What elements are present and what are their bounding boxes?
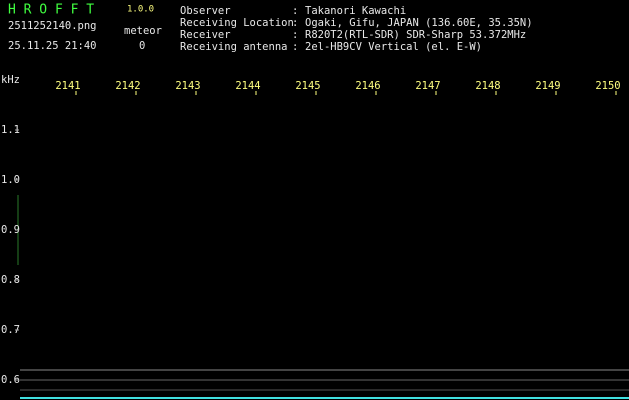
x-tick-label: 2148: [475, 80, 500, 92]
x-tick-label: 2144: [235, 80, 260, 92]
field-label: Receiving Location: [180, 17, 294, 29]
y-tick-label: 0.6: [1, 374, 20, 386]
x-tick-label: 2141: [55, 80, 80, 92]
field-separator: :: [292, 41, 298, 53]
field-value: 2el-HB9CV Vertical (el. E-W): [305, 41, 482, 53]
app-title: H R O F F T: [8, 3, 94, 18]
field-value: R820T2(RTL-SDR) SDR-Sharp 53.372MHz: [305, 29, 526, 41]
field-value: Ogaki, Gifu, JAPAN (136.60E, 35.35N): [305, 17, 533, 29]
meteor-count: 0: [139, 40, 145, 52]
y-tick-label: 1.1: [1, 124, 20, 136]
field-label: Observer: [180, 5, 231, 17]
y-tick-label: 0.7: [1, 324, 20, 336]
x-tick-label: 2147: [415, 80, 440, 92]
x-tick-label: 2150: [595, 80, 620, 92]
x-tick-label: 2145: [295, 80, 320, 92]
y-axis-label: kHz: [1, 74, 20, 86]
app-version: 1.0.0: [127, 5, 154, 15]
y-tick-label: 0.9: [1, 224, 20, 236]
field-label: Receiver: [180, 29, 231, 41]
field-value: Takanori Kawachi: [305, 5, 406, 17]
x-tick-label: 2146: [355, 80, 380, 92]
x-tick-label: 2149: [535, 80, 560, 92]
x-tick-label: 2142: [115, 80, 140, 92]
file-name: 2511252140.png: [8, 20, 97, 32]
x-tick-label: 2143: [175, 80, 200, 92]
field-separator: :: [292, 29, 298, 41]
meteor-label: meteor: [124, 25, 162, 37]
y-tick-label: 1.0: [1, 174, 20, 186]
field-separator: :: [292, 17, 298, 29]
date-time: 25.11.25 21:40: [8, 40, 97, 52]
field-separator: :: [292, 5, 298, 17]
field-label: Receiving antenna: [180, 41, 287, 53]
y-tick-label: 0.8: [1, 274, 20, 286]
